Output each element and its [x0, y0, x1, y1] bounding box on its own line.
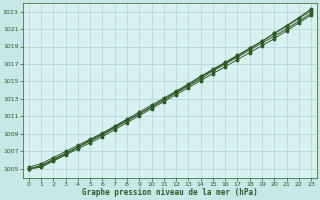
X-axis label: Graphe pression niveau de la mer (hPa): Graphe pression niveau de la mer (hPa)	[82, 188, 258, 197]
